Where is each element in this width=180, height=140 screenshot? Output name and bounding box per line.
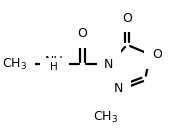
Text: H: H: [50, 62, 58, 72]
Text: $\mathregular{CH_3}$: $\mathregular{CH_3}$: [93, 110, 118, 125]
Text: NH: NH: [45, 55, 64, 68]
Text: $\mathregular{CH_3}$: $\mathregular{CH_3}$: [2, 57, 27, 72]
Text: O: O: [152, 48, 162, 61]
Text: O: O: [122, 12, 132, 25]
Text: N: N: [104, 58, 114, 71]
Text: O: O: [78, 27, 87, 40]
Text: N: N: [114, 82, 123, 95]
